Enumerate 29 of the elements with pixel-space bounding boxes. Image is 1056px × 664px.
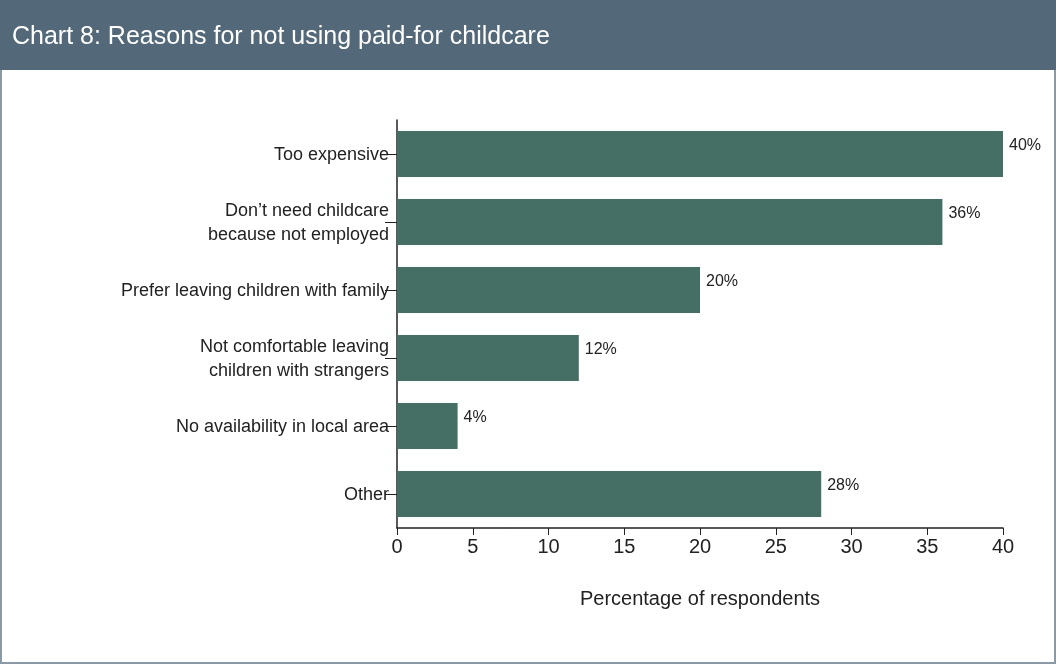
- data-label: 36%: [948, 203, 981, 221]
- y-tick-label: Not comfortable leaving children with strangers: [199, 336, 389, 380]
- bar: [397, 266, 700, 314]
- x-axis-title: Percentage of respondents: [579, 587, 821, 609]
- data-label: 20%: [706, 271, 739, 289]
- bar: [397, 334, 579, 382]
- bar: [397, 198, 943, 246]
- x-tick-label: 25: [764, 535, 787, 557]
- x-tick-label: 35: [916, 535, 939, 557]
- data-label: 28%: [827, 475, 860, 493]
- bar: [397, 470, 822, 518]
- y-tick-label: Other: [343, 484, 389, 504]
- y-tick-label: Prefer leaving children with family: [120, 280, 389, 300]
- x-tick-label: 5: [467, 535, 479, 557]
- y-tick-label: Too expensive: [273, 144, 389, 164]
- y-tick-label: No availability in local area: [175, 416, 390, 436]
- x-tick-label: 15: [613, 535, 636, 557]
- x-tick-label: 20: [688, 535, 712, 557]
- chart-title: Chart 8: Reasons for not using paid-for childcare: [0, 0, 1056, 70]
- x-tick-label: 30: [840, 535, 863, 557]
- data-label: 12%: [584, 339, 617, 357]
- x-tick-label: 10: [537, 535, 560, 557]
- x-tick-label: 0: [391, 535, 403, 557]
- bar: [397, 402, 458, 450]
- y-tick-label: Don’t need childcare because not employed: [207, 200, 389, 244]
- bar: [397, 130, 1003, 178]
- x-tick-label: 40: [991, 535, 1015, 557]
- data-label: 4%: [463, 407, 487, 425]
- data-label: 40%: [1009, 135, 1042, 153]
